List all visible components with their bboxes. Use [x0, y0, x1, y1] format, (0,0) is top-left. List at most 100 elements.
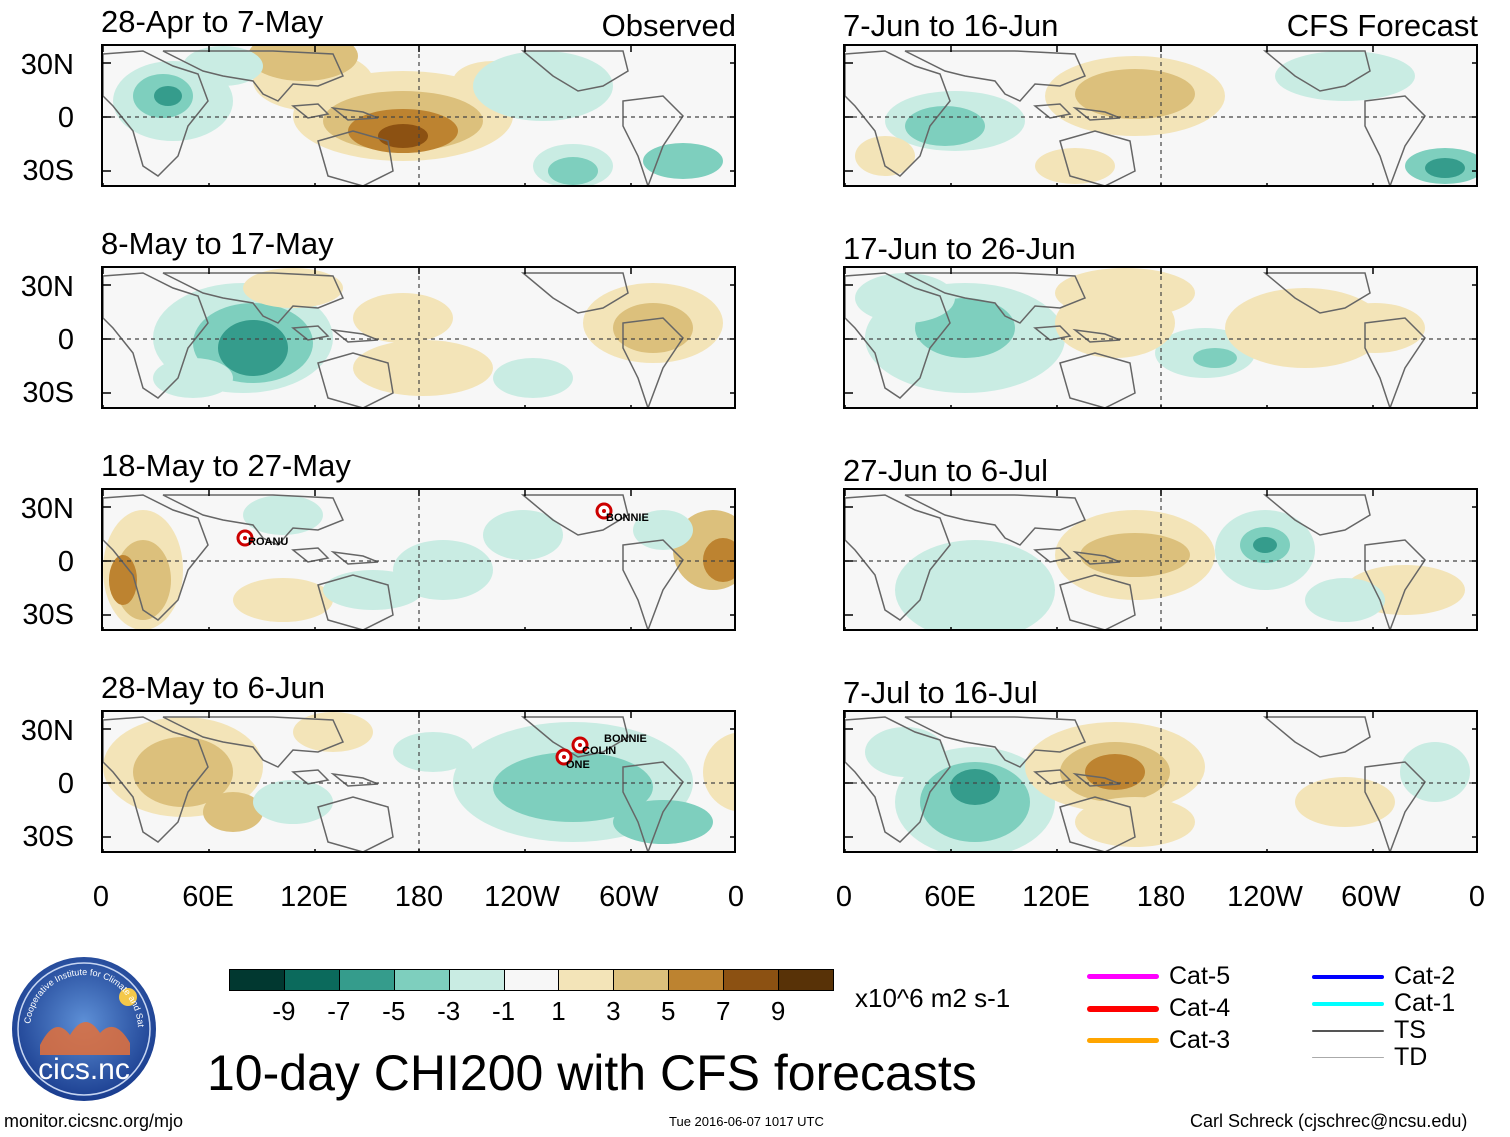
coastline	[291, 325, 330, 341]
anomaly-region	[243, 268, 343, 308]
legend-line-swatch	[1087, 974, 1159, 979]
coastline	[162, 272, 345, 324]
lon-label: 0	[1468, 881, 1486, 913]
legend-item: TS	[1312, 1016, 1426, 1045]
coastline	[904, 494, 1087, 546]
coastline	[330, 772, 379, 787]
colorbar-tick-label: 1	[551, 996, 566, 1026]
lon-label: 60W	[599, 881, 659, 913]
anomaly-region	[323, 570, 423, 610]
coastline	[1072, 328, 1121, 343]
lat-label-30s: 30S	[22, 821, 74, 853]
colorbar-swatch	[393, 969, 450, 991]
legend-line-swatch	[1087, 1005, 1159, 1012]
legend-label: TD	[1394, 1043, 1428, 1071]
anomaly-region	[855, 136, 915, 176]
coastline	[520, 716, 629, 758]
observed-panel-4-title: 28-May to 6-Jun	[101, 670, 325, 705]
coastline	[1072, 772, 1121, 787]
legend-label: Cat-1	[1394, 989, 1456, 1017]
observed-map-panel	[101, 488, 736, 631]
observed-column-label: Observed	[601, 8, 736, 43]
observed-panel-2-title: 8-May to 17-May	[101, 226, 334, 261]
anomaly-region	[1295, 777, 1395, 827]
lon-label: 60E	[924, 881, 976, 913]
anomaly-region	[548, 157, 598, 185]
anomaly-region	[643, 143, 723, 179]
coastline	[845, 716, 951, 843]
anomaly-region	[109, 555, 137, 605]
coastline	[622, 95, 684, 185]
coastline	[1059, 574, 1136, 629]
lon-label: 0	[835, 881, 853, 913]
colorbar-swatch	[448, 969, 505, 991]
lon-label: 120W	[484, 881, 560, 913]
colorbar-tick-label: 3	[606, 996, 621, 1026]
colorbar-swatch	[283, 969, 340, 991]
colorbar-swatch	[338, 969, 395, 991]
coastline	[1262, 716, 1371, 758]
anomaly-region	[353, 293, 453, 343]
lat-label-30s: 30S	[22, 599, 74, 631]
lat-label-30n: 30N	[20, 271, 74, 303]
coastline	[1059, 796, 1136, 851]
anomaly-region	[633, 510, 693, 550]
colorbar-tick-label: -9	[272, 996, 296, 1026]
coastline	[1262, 272, 1371, 314]
lat-label-30n: 30N	[20, 715, 74, 747]
coastline	[330, 106, 379, 121]
storm-marker-one	[554, 746, 576, 773]
anomaly-region	[1080, 533, 1190, 577]
legend-item: Cat-3	[1087, 1026, 1230, 1055]
coastline	[1059, 352, 1136, 407]
lat-label-30n: 30N	[20, 493, 74, 525]
lon-label: 180	[1136, 881, 1186, 913]
lat-label-30s: 30S	[22, 377, 74, 409]
coastline	[1364, 761, 1426, 851]
coastline	[622, 761, 684, 851]
anomaly-region	[483, 510, 563, 560]
coastline	[1364, 95, 1426, 185]
lat-label-0: 0	[57, 768, 74, 800]
anomaly-region	[203, 792, 263, 832]
anomaly-region	[613, 303, 693, 353]
anomaly-region	[703, 538, 734, 582]
main-title: 10-day CHI200 with CFS forecasts	[207, 1045, 977, 1101]
coastline	[103, 716, 209, 843]
anomaly-region	[1055, 268, 1195, 318]
observed-map-panel	[101, 44, 736, 187]
anomaly-region	[493, 752, 653, 822]
coastline	[317, 130, 394, 185]
anomaly-region	[233, 578, 333, 622]
forecast-map-panel	[843, 710, 1478, 853]
coastline	[330, 328, 379, 343]
legend-label: Cat-5	[1169, 962, 1231, 990]
legend-item: Cat-5	[1087, 962, 1230, 991]
legend-label: Cat-4	[1169, 994, 1231, 1022]
legend-line-swatch	[1312, 1057, 1384, 1058]
coastline	[1033, 103, 1072, 119]
storm-label-one: ONE	[566, 759, 590, 771]
storm-marker-roanu	[236, 526, 258, 553]
lon-label: 120W	[1227, 881, 1303, 913]
colorbar-tick-label: -3	[437, 996, 461, 1026]
colorbar-tick-label: 5	[661, 996, 676, 1026]
forecast-panel-3-title: 27-Jun to 6-Jul	[843, 453, 1049, 488]
anomaly-region	[1253, 537, 1277, 553]
logo-text: cics.nc	[38, 1053, 130, 1086]
observed-panel-3-title: 18-May to 27-May	[101, 448, 351, 483]
storm-marker-bonnie	[594, 500, 616, 527]
forecast-column-label: CFS Forecast	[1286, 8, 1478, 43]
anomaly-region	[154, 86, 182, 106]
legend-label: Cat-3	[1169, 1026, 1231, 1054]
lon-label: 180	[394, 881, 444, 913]
forecast-map-panel	[843, 266, 1478, 409]
lat-label-0: 0	[57, 546, 74, 578]
colorbar-units: x10^6 m2 s-1	[855, 983, 1011, 1013]
coastline	[162, 50, 345, 102]
lon-label: 0	[727, 881, 745, 913]
anomaly-region	[153, 358, 233, 398]
anomaly-region	[1400, 742, 1470, 802]
anomaly-region	[1075, 69, 1195, 119]
anomaly-region	[353, 340, 493, 396]
